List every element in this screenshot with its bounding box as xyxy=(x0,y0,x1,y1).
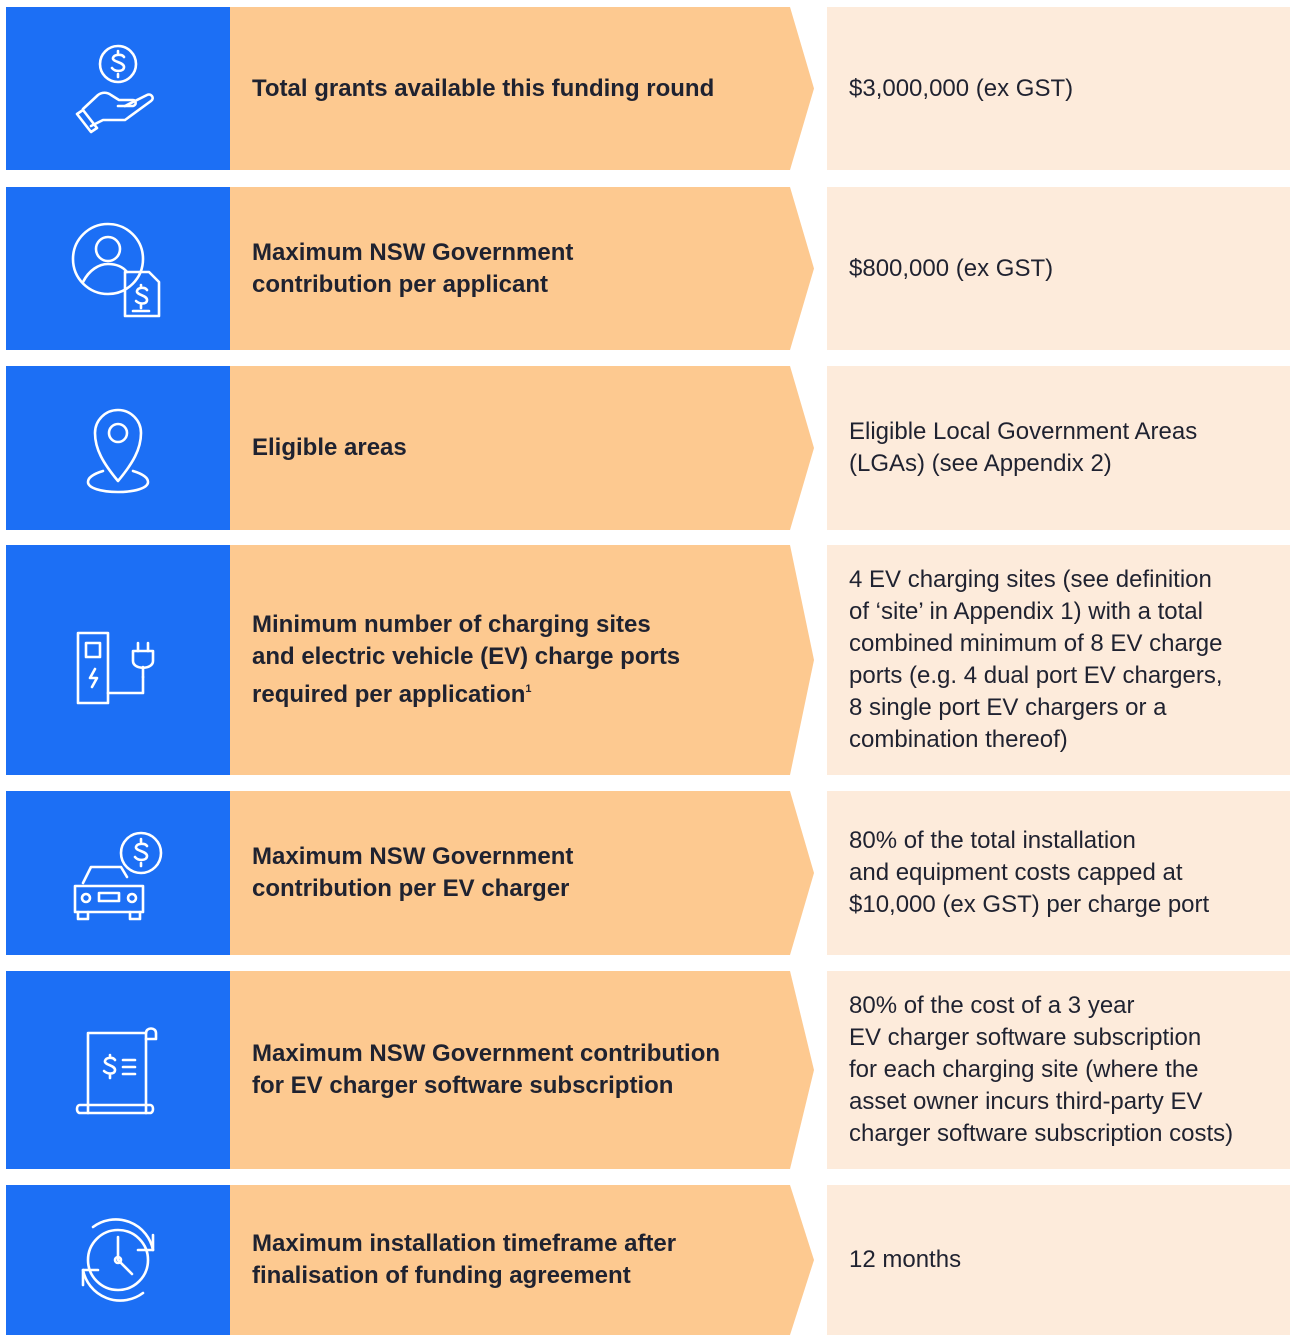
value-line: asset owner incurs third-party EV xyxy=(849,1088,1203,1115)
info-row: Maximum NSW Government contribution per a… xyxy=(6,187,1290,350)
row-label: Total grants available this funding roun… xyxy=(230,7,814,170)
info-row: Minimum number of charging sites and elec… xyxy=(6,545,1290,775)
row-label: Maximum NSW Government contribution per a… xyxy=(230,187,814,350)
footnote-mark: 1 xyxy=(525,683,532,695)
value-line: 12 months xyxy=(849,1246,962,1273)
info-row: Maximum NSW Government contribution per E… xyxy=(6,791,1290,955)
row-label: Eligible areas xyxy=(230,366,814,530)
row-value: $3,000,000 (ex GST) xyxy=(827,7,1290,170)
label-line: contribution per EV charger xyxy=(252,875,570,902)
row-icon xyxy=(6,7,230,170)
row-label: Maximum NSW Government contribution per E… xyxy=(230,791,814,955)
row-icon xyxy=(6,971,230,1169)
value-line: and equipment costs capped at xyxy=(849,859,1183,886)
value-line: ports (e.g. 4 dual port EV chargers, xyxy=(849,662,1223,689)
label-line: and electric vehicle (EV) charge ports xyxy=(252,643,681,670)
row-icon xyxy=(6,187,230,350)
info-row: Total grants available this funding roun… xyxy=(6,7,1290,170)
icon xyxy=(75,44,154,133)
icon xyxy=(75,1027,158,1115)
row-value: 4 EV charging sites (see definition of ‘s… xyxy=(827,545,1290,775)
value-line: 80% of the total installation xyxy=(849,827,1136,854)
value-line: combined minimum of 8 EV charge xyxy=(849,630,1223,657)
icon xyxy=(86,408,150,494)
label-line: for EV charger software subscription xyxy=(252,1072,674,1099)
label-line: Maximum installation timeframe after xyxy=(252,1230,677,1257)
value-line: $10,000 (ex GST) per charge port xyxy=(849,891,1210,918)
value-line: charger software subscription costs) xyxy=(849,1120,1234,1147)
row-icon xyxy=(6,545,230,775)
label-line: required per application1 xyxy=(252,681,532,708)
icon xyxy=(73,831,163,921)
value-line: combination thereof) xyxy=(849,726,1068,753)
label-line: Maximum NSW Government xyxy=(252,843,574,870)
label-line: finalisation of funding agreement xyxy=(252,1262,631,1289)
value-line: $3,000,000 (ex GST) xyxy=(849,74,1074,102)
row-value: $800,000 (ex GST) xyxy=(827,187,1290,350)
info-row: Maximum installation timeframe after fina… xyxy=(6,1185,1290,1335)
value-line: of ‘site’ in Appendix 1) with a total xyxy=(849,598,1203,625)
row-icon xyxy=(6,791,230,955)
label-line: Eligible areas xyxy=(252,434,407,461)
icon xyxy=(71,222,161,317)
row-icon xyxy=(6,366,230,530)
row-value: Eligible Local Government Areas (LGAs) (s… xyxy=(827,366,1290,530)
label-line: Total grants available this funding roun… xyxy=(252,74,715,102)
info-row: Maximum NSW Government contribution for E… xyxy=(6,971,1290,1169)
value-line: Eligible Local Government Areas xyxy=(849,418,1198,445)
label-line: Maximum NSW Government contribution xyxy=(252,1040,721,1067)
icon xyxy=(76,631,155,705)
value-line: $800,000 (ex GST) xyxy=(849,254,1054,282)
row-label: Maximum installation timeframe after fina… xyxy=(230,1185,814,1335)
row-value: 12 months xyxy=(827,1185,1290,1335)
row-value: 80% of the cost of a 3 year EV charger so… xyxy=(827,971,1290,1169)
row-icon xyxy=(6,1185,230,1335)
label-line: Minimum number of charging sites xyxy=(252,611,651,638)
value-line: (LGAs) (see Appendix 2) xyxy=(849,450,1112,477)
row-label: Maximum NSW Government contribution for E… xyxy=(230,971,814,1169)
row-label: Minimum number of charging sites and elec… xyxy=(230,545,814,775)
label-line: Maximum NSW Government xyxy=(252,238,574,266)
value-line: 80% of the cost of a 3 year xyxy=(849,992,1135,1019)
info-row: Eligible areas Eligible Local Government … xyxy=(6,366,1290,530)
value-line: EV charger software subscription xyxy=(849,1024,1202,1051)
row-value: 80% of the total installation and equipme… xyxy=(827,791,1290,955)
value-line: 8 single port EV chargers or a xyxy=(849,694,1167,721)
value-line: for each charging site (where the xyxy=(849,1056,1199,1083)
icon xyxy=(81,1218,155,1302)
label-line: contribution per applicant xyxy=(252,270,549,298)
value-line: 4 EV charging sites (see definition xyxy=(849,566,1212,593)
